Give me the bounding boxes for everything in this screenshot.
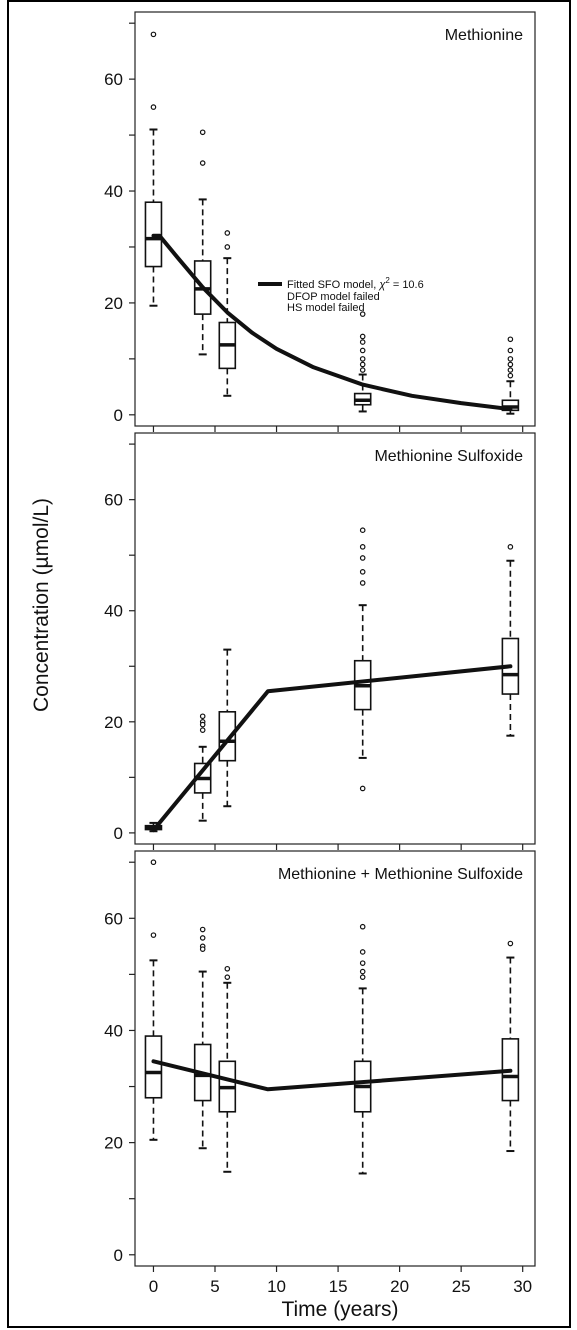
outlier-point [199, 129, 206, 136]
x-tick-label: 10 [267, 1277, 286, 1296]
box-plot [501, 336, 520, 415]
box-plot [353, 527, 372, 792]
outlier-point [359, 960, 366, 966]
panel-3: 0 20 40 60 0 5 10 15 20 25 30 Methionine + Methioni… [104, 850, 536, 1296]
box-plot [218, 230, 237, 397]
outlier-point [359, 555, 366, 561]
outlier-point [359, 356, 366, 362]
outlier-point [507, 367, 514, 373]
plot-frame [134, 432, 536, 845]
outlier-point [224, 244, 231, 250]
outlier-point [359, 949, 366, 955]
outlier-point [359, 347, 366, 354]
box-iqr [144, 1035, 163, 1099]
outlier-point [150, 859, 157, 866]
outlier-point [224, 965, 231, 972]
box-plot [501, 940, 520, 1153]
outlier-point [199, 713, 206, 720]
box-plot [144, 31, 163, 307]
x-tick-label: 15 [329, 1277, 348, 1296]
outlier-point [359, 569, 366, 575]
outlier-point [507, 372, 514, 379]
panel-title: Methionine Sulfoxide [374, 448, 523, 465]
fitted-line [151, 233, 513, 412]
outlier-point [150, 104, 157, 110]
outlier-point [199, 935, 206, 941]
legend-chi-exp: 2 [385, 276, 390, 285]
outlier-point [359, 333, 366, 340]
y-tick-label: 0 [114, 824, 123, 843]
outlier-point [507, 361, 514, 368]
fitted-line [151, 1059, 513, 1092]
y-tick-label: 60 [104, 70, 123, 89]
outlier-point [507, 544, 514, 550]
panel-2: 0 20 40 60 Methionine Sulfoxide [104, 432, 536, 850]
legend-entry-sfo: Fitted SFO model, χ2 = 10.6 [287, 276, 424, 291]
legend-chi: χ [378, 279, 386, 291]
outlier-point [359, 923, 366, 930]
outlier-point [224, 974, 231, 980]
y-tick-label: 0 [114, 1246, 123, 1265]
outlier-point [359, 785, 366, 792]
outlier-point [150, 932, 157, 938]
y-tick-label: 20 [104, 294, 123, 313]
outlier-point [359, 974, 366, 980]
legend-prefix: Fitted SFO model, [287, 279, 379, 291]
y-tick-label: 40 [104, 1021, 123, 1040]
outlier-point [359, 367, 366, 373]
box-plot [353, 311, 372, 413]
y-axis-title: Concentration (µmol/L) [30, 498, 53, 712]
x-tick-label: 20 [390, 1277, 409, 1296]
figure-frame [7, 0, 571, 1328]
x-tick-label: 0 [149, 1277, 158, 1296]
outlier-point [507, 336, 514, 343]
box-plot [501, 544, 520, 737]
legend-entry-dfop: DFOP model failed [287, 291, 380, 303]
plot-frame [134, 850, 536, 1267]
outlier-point [507, 356, 514, 362]
x-tick-label: 30 [513, 1277, 532, 1296]
y-tick-label: 20 [104, 1134, 123, 1153]
outlier-point [507, 940, 514, 947]
x-tick-label: 25 [452, 1277, 471, 1296]
y-tick-label: 40 [104, 182, 123, 201]
outlier-point [359, 968, 366, 975]
plot-frame [134, 11, 536, 427]
outlier-point [150, 31, 157, 38]
outlier-point [199, 160, 206, 166]
panel-title: Methionine + Methionine Sulfoxide [278, 866, 523, 883]
x-axis-title: Time (years) [281, 1298, 398, 1321]
outlier-point [507, 347, 514, 354]
box-plot [193, 129, 212, 356]
legend-entry-hs: HS model failed [287, 302, 365, 314]
y-tick-label: 40 [104, 602, 123, 621]
outlier-point [359, 311, 366, 317]
box-plot [144, 859, 163, 1141]
box-plot [353, 923, 372, 1175]
outlier-point [199, 721, 206, 728]
outlier-point [199, 946, 206, 952]
x-tick-label: 5 [210, 1277, 219, 1296]
box-plot [218, 965, 237, 1173]
outlier-point [359, 527, 366, 533]
y-tick-label: 60 [104, 491, 123, 510]
outlier-point [224, 230, 231, 236]
outlier-point [199, 727, 206, 733]
fitted-line [151, 664, 513, 833]
box-plot [218, 648, 237, 808]
y-tick-label: 20 [104, 713, 123, 732]
box-plot [193, 926, 212, 1150]
legend-suffix: = 10.6 [390, 279, 424, 291]
panel-title: Methionine [445, 27, 523, 44]
outlier-point [359, 580, 366, 586]
y-tick-label: 60 [104, 909, 123, 928]
outlier-point [359, 339, 366, 345]
y-tick-label: 0 [114, 406, 123, 425]
outlier-point [199, 926, 206, 933]
panel-1: 0 20 40 60 Methionine Fitted SFO model, χ2 = … [104, 11, 536, 432]
outlier-point [359, 544, 366, 550]
outlier-point [359, 361, 366, 368]
